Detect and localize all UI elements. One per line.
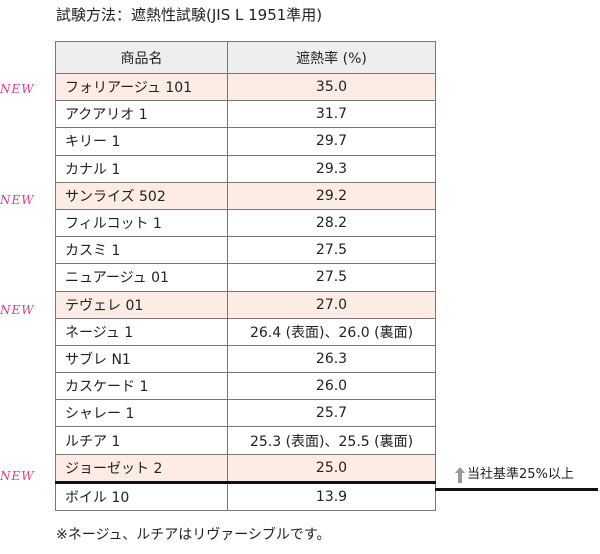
- table-row: フォリアージュ 101 35.0: [55, 72, 436, 102]
- heat-shield-rate: 29.7: [227, 127, 436, 156]
- test-method-title: 試験方法：遮熱性試験(JIS L 1951準用): [56, 6, 323, 24]
- header-heat-shield-rate: 遮熱率 (%): [227, 41, 436, 74]
- company-standard-text: 当社基準25%以上: [467, 467, 574, 482]
- heat-shield-rate: 25.0: [227, 453, 436, 484]
- table-header-row: 商品名 遮熱率 (%): [55, 41, 436, 74]
- product-name: ジョーゼット 2: [55, 453, 228, 484]
- table-row: ジョーゼット 2 25.0: [55, 453, 436, 484]
- heat-shield-rate: 35.0: [227, 72, 436, 102]
- product-name: ボイル 10: [55, 481, 228, 512]
- product-name: ニュアージュ 01: [55, 263, 228, 292]
- product-name: カスケード 1: [55, 372, 228, 401]
- table-row: ルチア 1 25.3 (表面)、25.5 (裏面): [55, 426, 436, 455]
- heat-shield-rate: 26.4 (表面)、26.0 (裏面): [227, 317, 436, 346]
- company-standard-note: 当社基準25%以上: [455, 466, 574, 484]
- table-row: アクアリオ 1 31.7: [55, 100, 436, 129]
- product-name: フォリアージュ 101: [55, 72, 228, 102]
- product-name: シャレー 1: [55, 399, 228, 428]
- table-row: シャレー 1 25.7: [55, 399, 436, 428]
- table-row: ボイル 10 13.9: [55, 481, 436, 512]
- table-row: サブレ N1 26.3: [55, 344, 436, 374]
- heat-shield-rate: 26.3: [227, 344, 436, 374]
- company-standard-cutoff-line: [435, 488, 598, 491]
- table-row: カスケード 1 26.0: [55, 372, 436, 401]
- heat-shield-rate: 27.5: [227, 263, 436, 292]
- table-row: キリー 1 29.7: [55, 127, 436, 156]
- product-name: サンライズ 502: [55, 181, 228, 210]
- new-badge: NEW: [0, 193, 35, 207]
- table-row: ネージュ 1 26.4 (表面)、26.0 (裏面): [55, 317, 436, 346]
- heat-shield-rate: 31.7: [227, 100, 436, 129]
- heat-shield-rate: 26.0: [227, 372, 436, 401]
- table-row: カナル 1 29.3: [55, 154, 436, 183]
- new-badge: NEW: [0, 82, 35, 96]
- heat-shield-rate: 28.2: [227, 208, 436, 238]
- table-row: ニュアージュ 01 27.5: [55, 263, 436, 292]
- new-badge: NEW: [0, 469, 35, 483]
- product-name: テヴェレ 01: [55, 290, 228, 319]
- product-name: アクアリオ 1: [55, 100, 228, 129]
- arrow-up-icon: [455, 467, 465, 483]
- product-name: サブレ N1: [55, 344, 228, 374]
- new-badge: NEW: [0, 303, 35, 317]
- table-row: テヴェレ 01 27.0: [55, 290, 436, 319]
- table-row: フィルコット 1 28.2: [55, 208, 436, 238]
- header-product-name: 商品名: [55, 41, 228, 74]
- heat-shield-table: 商品名 遮熱率 (%) フォリアージュ 101 35.0 アクアリオ 1 31.…: [55, 41, 436, 512]
- heat-shield-rate: 27.5: [227, 236, 436, 265]
- product-name: カスミ 1: [55, 236, 228, 265]
- heat-shield-rate: 25.7: [227, 399, 436, 428]
- product-name: ルチア 1: [55, 426, 228, 455]
- product-name: キリー 1: [55, 127, 228, 156]
- reversible-footnote: ※ネージュ、ルチアはリヴァーシブルです。: [56, 527, 331, 543]
- product-name: ネージュ 1: [55, 317, 228, 346]
- heat-shield-rate: 29.2: [227, 181, 436, 210]
- heat-shield-rate: 13.9: [227, 481, 436, 512]
- product-name: フィルコット 1: [55, 208, 228, 238]
- heat-shield-rate: 25.3 (表面)、25.5 (裏面): [227, 426, 436, 455]
- heat-shield-rate: 29.3: [227, 154, 436, 183]
- heat-shield-rate: 27.0: [227, 290, 436, 319]
- table-row: カスミ 1 27.5: [55, 236, 436, 265]
- product-name: カナル 1: [55, 154, 228, 183]
- table-row: サンライズ 502 29.2: [55, 181, 436, 210]
